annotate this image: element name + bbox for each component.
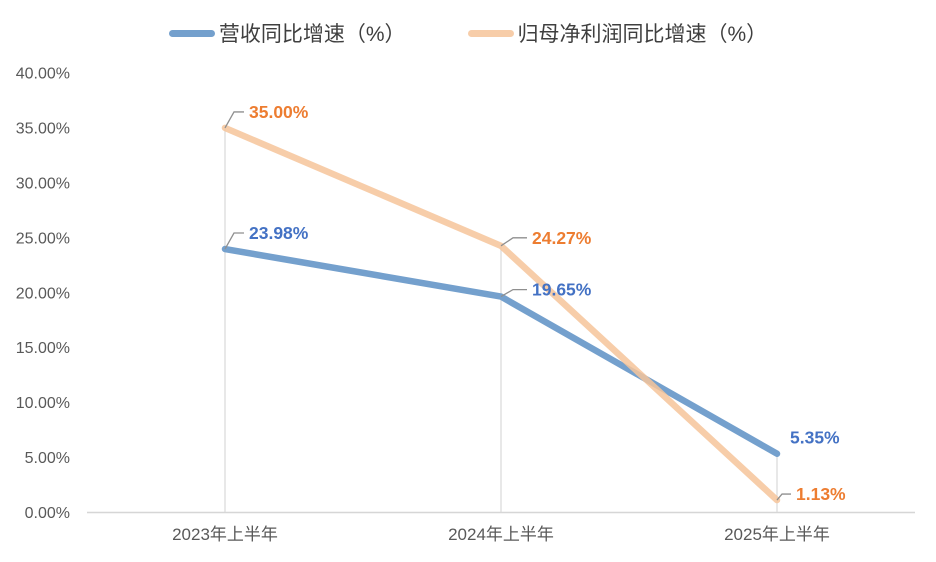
y-tick-label: 40.00% — [16, 66, 70, 83]
chart-legend: 营收同比增速（%） 归母净利润同比增速（%） — [0, 18, 936, 48]
net-profit-growth-legend-label: 归母净利润同比增速（%） — [517, 23, 768, 46]
revenue-growth-data-label: 5.35% — [790, 428, 840, 448]
x-axis-label: 2024年上半年 — [448, 525, 554, 544]
y-tick-label: 30.00% — [16, 175, 70, 192]
y-tick-label: 25.00% — [16, 230, 70, 247]
label-leader-line — [224, 232, 244, 250]
y-tick-label: 20.00% — [16, 285, 70, 302]
y-tick-label: 35.00% — [16, 120, 70, 137]
net-profit-growth-data-label: 1.13% — [796, 484, 846, 504]
revenue-growth-legend-label: 营收同比增速（%） — [218, 23, 406, 46]
label-leader-line — [500, 288, 527, 298]
legend-item-revenue-growth: 营收同比增速（%） — [168, 18, 406, 48]
revenue-growth-legend-swatch — [168, 29, 215, 37]
y-tick-label: 15.00% — [16, 340, 70, 357]
y-tick-label: 5.00% — [25, 450, 70, 467]
y-tick-label: 0.00% — [25, 505, 70, 522]
x-axis-label: 2025年上半年 — [724, 525, 830, 544]
revenue-growth-data-label: 19.65% — [532, 280, 592, 300]
net-profit-growth-data-label: 24.27% — [532, 228, 592, 248]
net-profit-growth-legend-swatch — [467, 29, 514, 37]
revenue-growth-data-label: 23.98% — [249, 223, 309, 243]
label-leader-line — [500, 237, 527, 247]
y-tick-label: 10.00% — [16, 395, 70, 412]
net-profit-growth-data-label: 35.00% — [249, 102, 309, 122]
label-leader-line — [776, 493, 791, 501]
label-leader-line — [224, 111, 244, 129]
legend-item-net-profit-growth: 归母净利润同比增速（%） — [467, 18, 768, 48]
x-axis-label: 2023年上半年 — [172, 525, 278, 544]
